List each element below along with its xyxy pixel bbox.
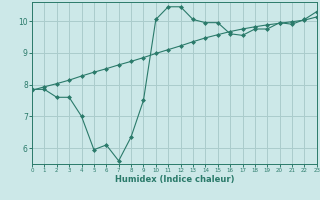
X-axis label: Humidex (Indice chaleur): Humidex (Indice chaleur): [115, 175, 234, 184]
